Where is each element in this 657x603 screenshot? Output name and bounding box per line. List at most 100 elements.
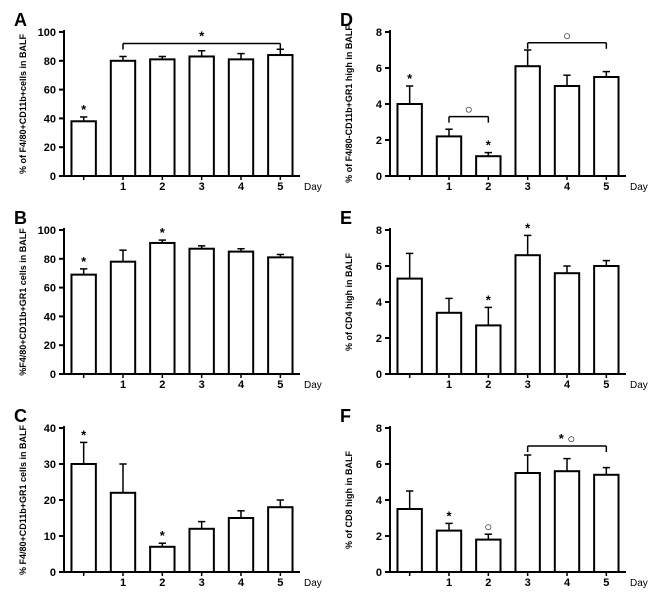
svg-text:8: 8 — [376, 423, 382, 435]
svg-text:3: 3 — [199, 577, 205, 589]
svg-text:4: 4 — [238, 379, 245, 391]
panel-svg-D: 02468*1*2345○○% of F4/80-CD11b+GR1 high … — [336, 10, 654, 200]
svg-text:5: 5 — [277, 181, 283, 193]
svg-text:0: 0 — [376, 369, 382, 381]
svg-text:30: 30 — [44, 459, 56, 471]
svg-text:2: 2 — [376, 135, 382, 147]
svg-text:○: ○ — [484, 519, 492, 534]
svg-text:*: * — [160, 225, 166, 240]
svg-text:0: 0 — [50, 567, 56, 579]
svg-text:% F4/80+CD11b+GR1 cells in BAL: % F4/80+CD11b+GR1 cells in BALF — [18, 424, 28, 575]
svg-text:*: * — [81, 427, 87, 442]
panel-D: D02468*1*2345○○% of F4/80-CD11b+GR1 high… — [336, 10, 654, 200]
svg-text:0: 0 — [376, 567, 382, 579]
svg-text:* ○: * ○ — [559, 431, 576, 446]
svg-text:%F4/80+CD11b+GR1 cells in BALF: %F4/80+CD11b+GR1 cells in BALF — [18, 228, 28, 376]
svg-text:2: 2 — [159, 379, 165, 391]
svg-text:4: 4 — [376, 99, 383, 111]
svg-text:2: 2 — [159, 577, 165, 589]
svg-text:5: 5 — [277, 577, 283, 589]
svg-text:Day: Day — [304, 578, 322, 589]
svg-text:2: 2 — [485, 379, 491, 391]
svg-text:2: 2 — [376, 333, 382, 345]
panel-svg-E: 0 2 4 6 8 1 * 2 * 3 4 5 % of CD4 high in BALF Day — [336, 208, 654, 398]
panel-label-E: E — [340, 208, 352, 229]
panel-label-A: A — [14, 10, 27, 31]
svg-text:*: * — [525, 220, 531, 235]
svg-text:1: 1 — [120, 181, 126, 193]
chart-grid: A020406080100*12345*% of F4/80+CD11b+cel… — [10, 10, 647, 593]
svg-text:2: 2 — [159, 181, 165, 193]
svg-text:% of CD8 high in BALF: % of CD8 high in BALF — [344, 451, 354, 549]
svg-text:*: * — [486, 138, 492, 153]
svg-text:100: 100 — [38, 225, 56, 237]
panel-svg-A: 0 20 40 60 80 100 * 1 2 3 4 5 * % of F4/80+CD11b+cell… — [10, 10, 328, 200]
svg-text:*: * — [446, 508, 452, 523]
svg-text:○: ○ — [465, 102, 473, 117]
svg-text:6: 6 — [376, 459, 382, 471]
svg-text:60: 60 — [44, 283, 56, 295]
svg-text:20: 20 — [44, 495, 56, 507]
panel-B: B020406080100*1*2345%F4/80+CD11b+GR1 cel… — [10, 208, 328, 398]
svg-text:80: 80 — [44, 56, 56, 68]
svg-text:10: 10 — [44, 531, 56, 543]
svg-text:60: 60 — [44, 85, 56, 97]
svg-text:5: 5 — [603, 577, 609, 589]
svg-text:5: 5 — [277, 379, 283, 391]
panel-svg-C: 0 10 20 30 40 * 1 * 2 3 4 5 % F4/80+CD11b+GR1 cells … — [10, 406, 328, 596]
panel-label-D: D — [340, 10, 353, 31]
panel-E: E 0 2 4 6 8 1 * 2 * 3 4 5 % of CD4 high in BALF Day — [336, 208, 654, 398]
svg-text:Day: Day — [630, 380, 648, 391]
svg-text:6: 6 — [376, 261, 382, 273]
panel-C: C 0 10 20 30 40 * 1 * 2 3 4 5 % F4/80+CD11b+GR1 cells… — [10, 406, 328, 596]
svg-text:80: 80 — [44, 254, 56, 266]
svg-text:4: 4 — [376, 297, 383, 309]
svg-text:40: 40 — [44, 311, 56, 323]
svg-text:*: * — [81, 102, 87, 117]
svg-text:1: 1 — [446, 379, 452, 391]
panel-svg-B: 020406080100*1*2345%F4/80+CD11b+GR1 cell… — [10, 208, 328, 398]
svg-text:Day: Day — [304, 380, 322, 391]
svg-text:4: 4 — [376, 495, 383, 507]
svg-text:40: 40 — [44, 423, 56, 435]
svg-text:1: 1 — [120, 577, 126, 589]
svg-text:40: 40 — [44, 113, 56, 125]
svg-text:1: 1 — [446, 181, 452, 193]
svg-text:4: 4 — [564, 379, 571, 391]
svg-text:20: 20 — [44, 340, 56, 352]
svg-text:0: 0 — [50, 369, 56, 381]
svg-text:3: 3 — [525, 181, 531, 193]
svg-text:6: 6 — [376, 63, 382, 75]
svg-text:*: * — [486, 292, 492, 307]
panel-svg-F: 02468*1○2345* ○% of CD8 high in BALFDay — [336, 406, 654, 596]
svg-text:20: 20 — [44, 142, 56, 154]
panel-F: F02468*1○2345* ○% of CD8 high in BALFDay — [336, 406, 654, 596]
svg-text:1: 1 — [120, 379, 126, 391]
svg-text:100: 100 — [38, 27, 56, 39]
svg-text:4: 4 — [238, 181, 245, 193]
svg-text:*: * — [407, 71, 413, 86]
svg-text:3: 3 — [525, 577, 531, 589]
svg-text:3: 3 — [525, 379, 531, 391]
panel-label-C: C — [14, 406, 27, 427]
svg-text:○: ○ — [563, 28, 571, 43]
svg-text:*: * — [160, 528, 166, 543]
svg-text:3: 3 — [199, 181, 205, 193]
svg-text:8: 8 — [376, 225, 382, 237]
svg-text:5: 5 — [603, 379, 609, 391]
svg-text:% of F4/80-CD11b+GR1 high in B: % of F4/80-CD11b+GR1 high in BALF — [344, 25, 354, 183]
svg-text:2: 2 — [485, 577, 491, 589]
svg-text:Day: Day — [304, 182, 322, 193]
panel-A: A 0 20 40 60 80 100 * 1 2 3 4 5 * % of F4/80+CD11b+cel… — [10, 10, 328, 200]
panel-label-B: B — [14, 208, 27, 229]
svg-text:2: 2 — [485, 181, 491, 193]
svg-text:4: 4 — [238, 577, 245, 589]
svg-text:Day: Day — [630, 578, 648, 589]
svg-text:0: 0 — [50, 171, 56, 183]
svg-text:*: * — [199, 29, 205, 44]
svg-text:1: 1 — [446, 577, 452, 589]
svg-text:% of CD4 high in BALF: % of CD4 high in BALF — [344, 253, 354, 351]
svg-text:5: 5 — [603, 181, 609, 193]
svg-text:% of F4/80+CD11b+cells in BALF: % of F4/80+CD11b+cells in BALF — [18, 33, 28, 174]
svg-text:4: 4 — [564, 181, 571, 193]
